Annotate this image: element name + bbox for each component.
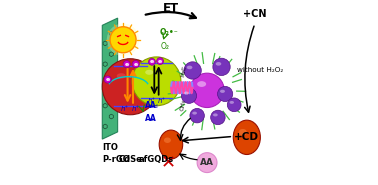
Text: e: e — [124, 62, 129, 67]
Circle shape — [132, 57, 181, 106]
Text: CdSe: CdSe — [118, 155, 142, 164]
Text: e: e — [105, 77, 110, 82]
Circle shape — [190, 73, 224, 107]
Text: e: e — [158, 59, 162, 64]
Text: AA: AA — [145, 101, 156, 110]
Circle shape — [156, 58, 164, 65]
Text: P-rGO: P-rGO — [102, 155, 130, 164]
Ellipse shape — [164, 137, 171, 143]
Circle shape — [107, 23, 139, 56]
Text: CH₃: CH₃ — [180, 99, 187, 111]
Ellipse shape — [220, 90, 225, 93]
Text: AA: AA — [200, 158, 214, 167]
Text: e: e — [133, 62, 138, 67]
Text: AA: AA — [145, 114, 156, 123]
Ellipse shape — [137, 68, 169, 102]
Circle shape — [132, 60, 139, 68]
Text: e: e — [150, 59, 154, 64]
Circle shape — [227, 98, 241, 112]
Text: without H₂O₂: without H₂O₂ — [237, 68, 284, 73]
Polygon shape — [102, 18, 118, 139]
Text: h⁺: h⁺ — [147, 98, 155, 104]
Text: H₃C: H₃C — [180, 65, 187, 78]
Text: h⁺: h⁺ — [157, 98, 166, 104]
Circle shape — [149, 58, 155, 65]
Circle shape — [218, 86, 233, 102]
Circle shape — [211, 110, 225, 125]
Text: ox: ox — [150, 117, 156, 122]
Text: afGQDs: afGQDs — [139, 155, 174, 164]
Circle shape — [190, 108, 204, 123]
Circle shape — [184, 62, 201, 79]
Ellipse shape — [117, 73, 126, 79]
Ellipse shape — [159, 130, 183, 159]
Text: +CN: +CN — [243, 9, 267, 18]
Text: red: red — [150, 105, 158, 110]
Circle shape — [104, 76, 111, 83]
Ellipse shape — [229, 101, 234, 104]
Circle shape — [102, 59, 158, 115]
Circle shape — [213, 58, 230, 75]
Ellipse shape — [192, 112, 197, 115]
Ellipse shape — [145, 70, 153, 75]
Text: h⁺: h⁺ — [121, 106, 129, 112]
Ellipse shape — [216, 62, 221, 66]
Text: +CD: +CD — [234, 132, 259, 142]
Text: h⁺: h⁺ — [132, 106, 140, 112]
Text: ITO: ITO — [102, 143, 118, 152]
Circle shape — [123, 60, 130, 68]
Ellipse shape — [184, 92, 189, 95]
Circle shape — [110, 27, 136, 53]
Ellipse shape — [233, 120, 260, 154]
Text: ET: ET — [163, 2, 179, 15]
Ellipse shape — [187, 66, 192, 69]
Ellipse shape — [239, 129, 247, 135]
Text: ✕: ✕ — [161, 154, 176, 173]
Ellipse shape — [197, 81, 206, 87]
Ellipse shape — [213, 113, 218, 116]
Text: O₂•⁻: O₂•⁻ — [160, 28, 179, 37]
Circle shape — [181, 88, 197, 103]
Circle shape — [197, 153, 217, 173]
Text: O₂: O₂ — [161, 42, 170, 51]
